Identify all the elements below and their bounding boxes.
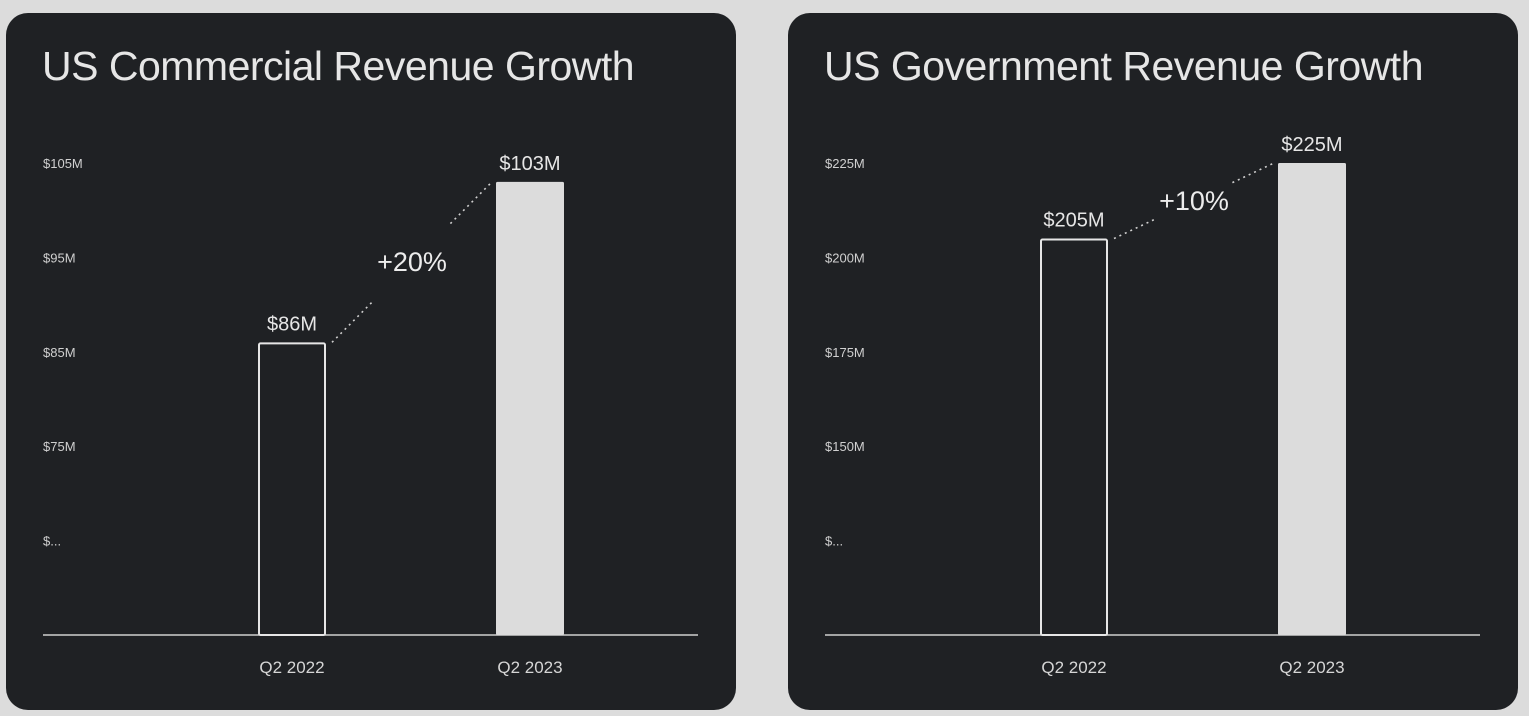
chart-title: US Commercial Revenue Growth (42, 43, 635, 89)
y-tick-label: $175M (825, 345, 865, 360)
growth-connector-line (331, 300, 375, 343)
bar (1040, 238, 1108, 637)
y-tick-label: $150M (825, 439, 865, 454)
y-tick-label: $85M (43, 345, 76, 360)
chart-title: US Government Revenue Growth (824, 43, 1424, 89)
government-revenue-chart: $225M $200M $175M $150M $... $205M Q2 2022 $225… (825, 134, 1480, 677)
x-tick-label: Q2 2023 (497, 658, 562, 677)
commercial-revenue-panel: US Commercial Revenue Growth $105M $95M $8… (6, 13, 736, 710)
y-tick-label: $95M (43, 250, 76, 265)
bar (258, 342, 326, 636)
bar (496, 181, 564, 635)
bar-value-label: $205M (1043, 210, 1104, 232)
y-tick-label: $105M (43, 156, 83, 171)
y-tick-label: $75M (43, 439, 76, 454)
y-tick-label: $200M (825, 250, 865, 265)
x-tick-label: Q2 2022 (1041, 658, 1106, 677)
bar-value-label: $225M (1281, 134, 1342, 156)
growth-percent-label: +20% (377, 247, 447, 277)
growth-connector-line (449, 181, 493, 225)
growth-percent-label: +10% (1159, 186, 1229, 216)
y-tick-label: $... (43, 534, 61, 549)
growth-connector-line (1113, 218, 1156, 240)
growth-connector-line (1232, 162, 1275, 184)
bar (1278, 163, 1346, 635)
x-tick-label: Q2 2022 (259, 658, 324, 677)
government-revenue-panel: US Government Revenue Growth $225M $200M $… (788, 13, 1518, 710)
x-tick-label: Q2 2023 (1279, 658, 1344, 677)
bar-value-label: $86M (267, 313, 317, 335)
y-tick-label: $... (825, 534, 843, 549)
y-tick-label: $225M (825, 156, 865, 171)
commercial-revenue-chart: $105M $95M $85M $75M $... $86M Q2 2022 $103M Q2 … (43, 153, 698, 677)
bar-value-label: $103M (499, 153, 560, 175)
